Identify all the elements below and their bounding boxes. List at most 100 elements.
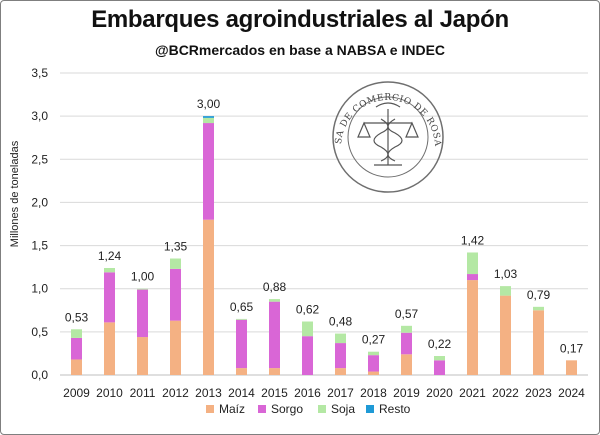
bar-segment-sorgo-2021 bbox=[467, 274, 478, 281]
bar-segment-sorgo-2014 bbox=[236, 319, 247, 369]
bar-segment-maz-2013 bbox=[203, 219, 214, 375]
bar-segment-sorgo-2017 bbox=[335, 343, 346, 369]
bar-segment-soja-2022 bbox=[500, 286, 511, 296]
bar-segment-sorgo-2011 bbox=[137, 289, 148, 338]
bar-segment-maz-2010 bbox=[104, 322, 115, 375]
bar-segment-sorgo-2009 bbox=[71, 337, 82, 360]
x-tick-label: 2015 bbox=[261, 386, 288, 400]
bar-segment-maz-2011 bbox=[137, 337, 148, 375]
x-tick-label: 2014 bbox=[228, 386, 255, 400]
bar-segment-maz-2021 bbox=[467, 280, 478, 375]
total-label: 0,62 bbox=[296, 303, 320, 317]
bar-segment-maz-2019 bbox=[401, 354, 412, 375]
bar-segment-soja-2010 bbox=[104, 268, 115, 273]
legend-swatch bbox=[318, 405, 326, 413]
bar-segment-sorgo-2018 bbox=[368, 355, 379, 372]
y-axis-label: Millones de toneladas bbox=[9, 140, 21, 247]
total-label: 0,88 bbox=[263, 280, 287, 294]
total-label: 0,65 bbox=[230, 300, 254, 314]
bar-segment-soja-2017 bbox=[335, 333, 346, 344]
legend-swatch bbox=[206, 405, 214, 413]
x-tick-label: 2011 bbox=[130, 386, 156, 400]
bar-segment-sorgo-2012 bbox=[170, 268, 181, 321]
bar-segment-maz-2009 bbox=[71, 359, 82, 375]
y-tick-label: 2,5 bbox=[31, 152, 48, 166]
total-label: 0,79 bbox=[527, 288, 551, 302]
legend-label: Sorgo bbox=[271, 402, 303, 416]
bar-segment-maz-2012 bbox=[170, 320, 181, 375]
x-axis-ticks: 2009 2010 2011 2012 2013 2014 2015 2016 2017 2018… bbox=[63, 386, 585, 400]
x-tick-label: 2017 bbox=[327, 386, 354, 400]
total-label: 1,00 bbox=[131, 270, 155, 284]
total-label: 0,17 bbox=[560, 341, 584, 355]
bar-segment-maz-2015 bbox=[269, 368, 280, 375]
y-axis-ticks: 0,0 0,5 1,0 1,5 2,0 2,5 3,0 3,5 bbox=[31, 66, 48, 382]
total-label: 0,22 bbox=[428, 337, 452, 351]
total-label: 1,03 bbox=[494, 267, 518, 281]
bcr-seal-watermark: BOLSA DE COMERCIO DE ROSARIO bbox=[0, 0, 444, 193]
bar-segment-soja-2012 bbox=[170, 258, 181, 269]
bar-segment-soja-2021 bbox=[467, 252, 478, 275]
bar-segment-maz-2022 bbox=[500, 295, 511, 375]
y-tick-label: 3,5 bbox=[31, 66, 48, 80]
bar-segment-soja-2016 bbox=[302, 321, 313, 337]
total-label: 1,42 bbox=[461, 233, 485, 247]
y-tick-label: 1,5 bbox=[31, 239, 48, 253]
legend-label: Maíz bbox=[219, 402, 245, 416]
total-label: 0,53 bbox=[65, 310, 89, 324]
y-tick-label: 1,0 bbox=[31, 282, 48, 296]
x-tick-label: 2010 bbox=[96, 386, 123, 400]
bar-segment-soja-2014 bbox=[236, 318, 247, 320]
bars-group bbox=[71, 116, 577, 375]
bar-segment-resto-2013 bbox=[203, 116, 214, 118]
x-tick-label: 2019 bbox=[393, 386, 420, 400]
bar-segment-maz-2018 bbox=[368, 371, 379, 375]
total-labels: 0,53 1,24 1,00 1,35 3,00 0,65 0,88 0,62 0,48 0,27… bbox=[65, 97, 584, 355]
legend-label: Soja bbox=[331, 402, 355, 416]
y-tick-label: 2,0 bbox=[31, 195, 48, 209]
total-label: 1,35 bbox=[164, 240, 188, 254]
chart-subtitle: @BCRmercados en base a NABSA e INDEC bbox=[154, 42, 446, 58]
bar-segment-sorgo-2013 bbox=[203, 123, 214, 220]
y-tick-label: 3,0 bbox=[31, 109, 48, 123]
legend: Maíz Sorgo Soja Resto bbox=[206, 402, 411, 416]
total-label: 0,57 bbox=[395, 307, 419, 321]
bar-segment-sorgo-2016 bbox=[302, 336, 313, 375]
bar-segment-sorgo-2019 bbox=[401, 332, 412, 355]
bar-segment-sorgo-2020 bbox=[434, 360, 445, 375]
total-label: 1,24 bbox=[98, 249, 122, 263]
bar-segment-maz-2017 bbox=[335, 368, 346, 375]
x-tick-label: 2012 bbox=[162, 386, 189, 400]
caduceus-and-scales-icon bbox=[357, 102, 419, 166]
bar-segment-soja-2011 bbox=[137, 288, 148, 290]
chart-title: Embarques agroindustriales al Japón bbox=[91, 6, 509, 33]
y-tick-label: 0,0 bbox=[31, 368, 48, 382]
bar-segment-soja-2013 bbox=[203, 117, 214, 124]
x-tick-label: 2016 bbox=[294, 386, 321, 400]
total-label: 0,27 bbox=[362, 333, 386, 347]
x-tick-label: 2023 bbox=[525, 386, 552, 400]
bar-segment-soja-2019 bbox=[401, 325, 412, 333]
x-tick-label: 2020 bbox=[426, 386, 453, 400]
bar-segment-soja-2009 bbox=[71, 329, 82, 338]
bar-segment-sorgo-2010 bbox=[104, 272, 115, 323]
legend-label: Resto bbox=[379, 402, 411, 416]
bar-segment-maz-2014 bbox=[236, 368, 247, 375]
bar-segment-soja-2020 bbox=[434, 356, 445, 361]
x-tick-label: 2024 bbox=[558, 386, 585, 400]
bar-segment-soja-2023 bbox=[533, 306, 544, 311]
bar-segment-soja-2015 bbox=[269, 299, 280, 302]
bar-segment-maz-2024 bbox=[566, 360, 577, 375]
x-tick-label: 2013 bbox=[195, 386, 222, 400]
bar-segment-soja-2018 bbox=[368, 351, 379, 356]
x-tick-label: 2021 bbox=[459, 386, 486, 400]
x-tick-label: 2022 bbox=[492, 386, 519, 400]
total-label: 3,00 bbox=[197, 97, 221, 111]
total-label: 0,48 bbox=[329, 315, 353, 329]
y-tick-label: 0,5 bbox=[31, 325, 48, 339]
x-tick-label: 2018 bbox=[360, 386, 387, 400]
bar-segment-sorgo-2015 bbox=[269, 301, 280, 369]
legend-swatch bbox=[366, 405, 374, 413]
x-tick-label: 2009 bbox=[63, 386, 90, 400]
